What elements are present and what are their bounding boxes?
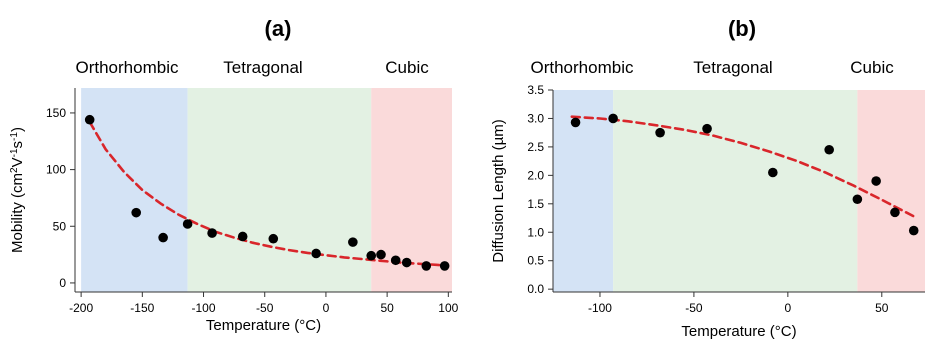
data-point	[84, 114, 95, 125]
y-axis-label-part: )	[9, 127, 26, 132]
phase-label: Tetragonal	[223, 58, 302, 77]
x-tick-label: -150	[130, 301, 154, 315]
x-tick-label: 50	[380, 301, 394, 315]
phase-label: Cubic	[385, 58, 429, 77]
data-point	[207, 228, 217, 238]
y-axis-label: Mobility (cm2V-1s-1)	[9, 127, 27, 253]
x-tick-label: -200	[69, 301, 93, 315]
phase-label: Orthorhombic	[76, 58, 179, 77]
y-tick-label: 2.5	[527, 140, 544, 154]
data-point	[390, 255, 401, 266]
y-tick-label: 3.0	[527, 111, 544, 125]
phase-band-tetragonal	[613, 90, 858, 292]
x-tick-label: 50	[875, 301, 889, 315]
phase-label: Tetragonal	[693, 58, 772, 77]
data-point	[768, 167, 778, 178]
panel-label: (a)	[265, 16, 292, 41]
data-point	[237, 231, 248, 242]
y-tick-label: 0.0	[527, 282, 544, 296]
data-point	[852, 194, 863, 205]
data-point	[268, 233, 279, 244]
y-tick-label: 50	[53, 219, 67, 233]
data-point	[570, 117, 581, 128]
data-point	[182, 219, 193, 229]
x-tick-label: -50	[256, 301, 274, 315]
data-point	[908, 225, 919, 236]
x-tick-label: 100	[438, 301, 458, 315]
phase-band-orthorhombic	[81, 88, 188, 292]
fit-curve	[570, 115, 915, 218]
data-point	[702, 123, 712, 134]
x-tick-label: -100	[192, 301, 216, 315]
y-tick-label: 0	[59, 276, 66, 290]
y-tick-label: 1.5	[527, 197, 544, 211]
phase-band-cubic	[371, 88, 452, 292]
x-tick-label: -50	[685, 301, 703, 315]
data-point	[421, 261, 432, 271]
y-tick-label: 3.5	[527, 83, 544, 97]
y-axis-label-part: Mobility (cm	[9, 173, 26, 253]
data-point	[824, 144, 834, 155]
data-point	[871, 176, 881, 186]
data-point	[366, 250, 377, 261]
data-point	[311, 248, 321, 259]
phase-band-cubic	[857, 90, 925, 292]
panel-a: (a)Orthorhombic Tetragonal Cubic-200 -150 -1…	[9, 16, 459, 334]
x-axis-label: Temperature (°C)	[681, 323, 796, 340]
data-point	[376, 249, 386, 260]
data-point	[401, 257, 412, 268]
y-tick-label: 150	[46, 106, 66, 120]
y-axis-label: Diffusion Length (µm)	[490, 119, 507, 262]
data-point	[890, 207, 900, 218]
y-tick-label: 2.0	[527, 168, 544, 182]
phase-label: Orthorhombic	[531, 58, 634, 77]
panel-b: (b) Orthorhombic Tetragonal Cubic -100 -50 0 50…	[490, 16, 925, 340]
phase-label: Cubic	[850, 58, 894, 77]
x-tick-label: 0	[785, 301, 792, 315]
phase-band-orthorhombic	[553, 90, 614, 292]
data-point	[439, 261, 450, 271]
y-tick-label: 1.0	[527, 225, 544, 239]
y-axis-label-superscript: 2	[9, 167, 20, 173]
y-tick-label: 100	[46, 163, 66, 177]
x-tick-label: -100	[588, 301, 612, 315]
data-point	[655, 127, 665, 138]
phase-band-tetragonal	[187, 88, 372, 292]
data-point	[158, 232, 168, 243]
x-tick-label: 0	[323, 301, 330, 315]
panel-label: (b)	[728, 16, 756, 41]
y-axis-label-part: s	[9, 141, 26, 149]
data-point	[608, 113, 618, 124]
x-axis-label: Temperature (°C)	[206, 317, 321, 334]
y-axis-label-part: V	[9, 157, 26, 167]
y-axis-label-superscript: -1	[9, 148, 20, 157]
data-point	[348, 237, 358, 247]
data-point	[131, 207, 142, 218]
y-tick-label: 0.5	[527, 254, 544, 268]
y-axis-label-superscript: -1	[9, 132, 20, 141]
